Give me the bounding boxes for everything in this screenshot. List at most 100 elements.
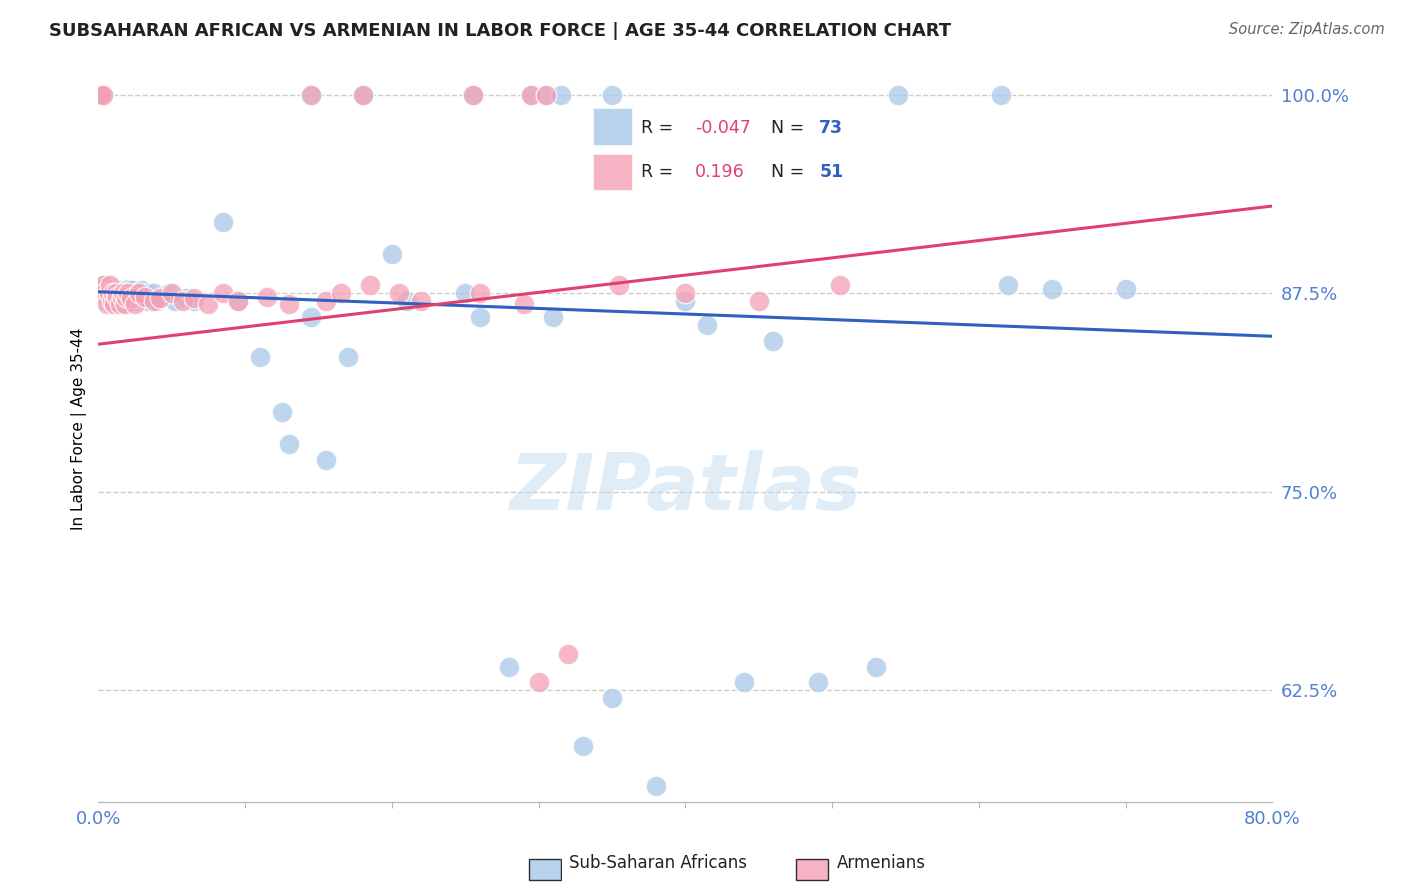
Point bbox=[91, 278, 114, 293]
Point bbox=[352, 87, 374, 102]
Point bbox=[111, 294, 134, 309]
Point bbox=[96, 297, 118, 311]
Point bbox=[160, 286, 183, 301]
Point bbox=[118, 282, 141, 296]
Text: Armenians: Armenians bbox=[837, 855, 925, 872]
Point bbox=[93, 286, 115, 301]
Point bbox=[212, 286, 235, 301]
Point bbox=[120, 291, 142, 305]
Point bbox=[352, 87, 374, 102]
Point bbox=[141, 291, 163, 305]
Point bbox=[94, 294, 117, 309]
Point bbox=[520, 87, 543, 102]
Point bbox=[278, 297, 301, 311]
Point bbox=[997, 278, 1019, 293]
Y-axis label: In Labor Force | Age 35-44: In Labor Force | Age 35-44 bbox=[72, 327, 87, 530]
Text: 73: 73 bbox=[820, 119, 844, 136]
Point bbox=[329, 286, 352, 301]
Point bbox=[132, 289, 155, 303]
Point bbox=[513, 297, 536, 311]
Point bbox=[256, 289, 278, 303]
Text: SUBSAHARAN AFRICAN VS ARMENIAN IN LABOR FORCE | AGE 35-44 CORRELATION CHART: SUBSAHARAN AFRICAN VS ARMENIAN IN LABOR … bbox=[49, 22, 952, 40]
Point bbox=[101, 286, 124, 301]
Point bbox=[121, 283, 143, 297]
Point bbox=[94, 289, 117, 303]
Point bbox=[381, 246, 404, 260]
Point bbox=[128, 286, 150, 301]
Point bbox=[90, 87, 112, 102]
Point bbox=[157, 286, 180, 301]
Point bbox=[543, 310, 565, 325]
Point bbox=[125, 286, 148, 301]
Point bbox=[806, 675, 828, 690]
Point bbox=[124, 297, 146, 311]
Point bbox=[98, 294, 121, 309]
Point bbox=[89, 286, 111, 301]
Point bbox=[527, 675, 550, 690]
Point bbox=[226, 294, 249, 309]
Point bbox=[468, 310, 491, 325]
Point bbox=[100, 289, 122, 303]
Point bbox=[117, 286, 139, 301]
Point bbox=[107, 294, 129, 309]
Point bbox=[129, 291, 152, 305]
Point bbox=[176, 291, 198, 305]
Point bbox=[454, 286, 477, 301]
Point bbox=[143, 286, 166, 301]
Point bbox=[93, 286, 115, 301]
Point bbox=[98, 278, 121, 293]
Point bbox=[673, 286, 696, 301]
Point bbox=[468, 286, 491, 301]
Point bbox=[90, 282, 112, 296]
Point bbox=[89, 87, 111, 102]
Point bbox=[114, 297, 136, 311]
Point bbox=[600, 87, 623, 102]
FancyBboxPatch shape bbox=[529, 859, 561, 880]
Point bbox=[101, 294, 124, 309]
Point bbox=[120, 291, 142, 305]
Text: Sub-Saharan Africans: Sub-Saharan Africans bbox=[569, 855, 748, 872]
Point bbox=[108, 283, 131, 297]
Point bbox=[97, 286, 120, 301]
Text: ZIPatlas: ZIPatlas bbox=[509, 450, 862, 526]
Point bbox=[299, 87, 322, 102]
Point bbox=[270, 405, 292, 419]
Point bbox=[149, 291, 172, 305]
Point bbox=[226, 294, 249, 309]
Point bbox=[91, 87, 114, 102]
Point bbox=[887, 87, 910, 102]
Point bbox=[249, 350, 271, 364]
FancyBboxPatch shape bbox=[592, 153, 631, 190]
Point bbox=[990, 87, 1012, 102]
Point bbox=[98, 286, 121, 301]
Point bbox=[115, 289, 138, 303]
Point bbox=[865, 659, 887, 673]
Point bbox=[733, 675, 755, 690]
Text: 0.196: 0.196 bbox=[696, 163, 745, 181]
Point bbox=[550, 87, 572, 102]
Point bbox=[315, 294, 337, 309]
Point bbox=[104, 291, 127, 305]
Point bbox=[90, 278, 112, 293]
Point bbox=[645, 779, 668, 793]
Point bbox=[696, 318, 718, 333]
Text: Source: ZipAtlas.com: Source: ZipAtlas.com bbox=[1229, 22, 1385, 37]
Point bbox=[136, 286, 159, 301]
Point bbox=[673, 294, 696, 309]
Point bbox=[115, 294, 138, 309]
Point bbox=[114, 291, 136, 305]
Point bbox=[96, 294, 118, 309]
Point bbox=[110, 297, 132, 311]
Point bbox=[828, 278, 851, 293]
Point bbox=[762, 334, 785, 348]
Point bbox=[112, 286, 135, 301]
Point bbox=[94, 278, 117, 293]
Point bbox=[571, 739, 593, 753]
Point bbox=[104, 286, 127, 301]
Text: N =: N = bbox=[770, 119, 804, 136]
Point bbox=[388, 286, 411, 301]
Point bbox=[299, 310, 322, 325]
Point bbox=[411, 294, 433, 309]
Point bbox=[600, 691, 623, 706]
Point bbox=[101, 286, 124, 301]
